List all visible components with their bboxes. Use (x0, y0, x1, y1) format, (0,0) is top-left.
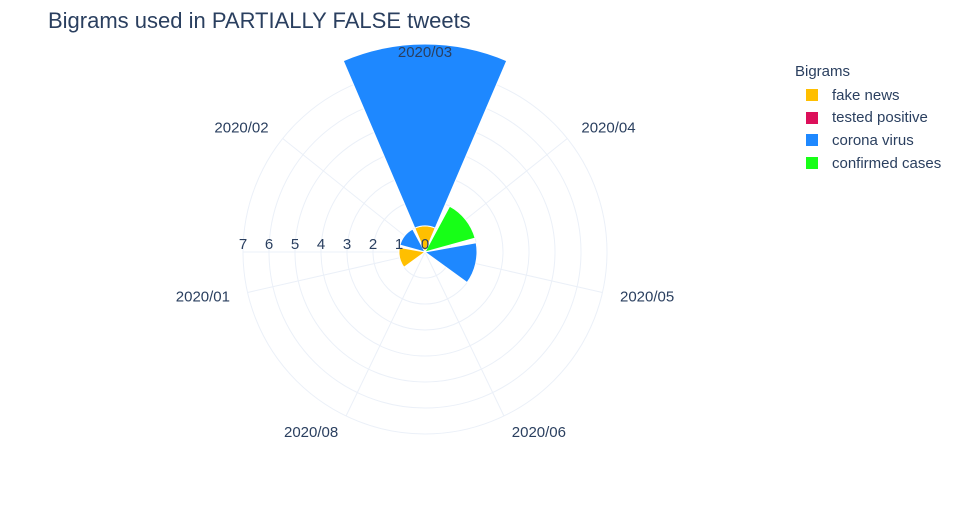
radial-tick-label: 4 (317, 236, 325, 253)
bar-confirmed-cases-2020-04 (424, 205, 476, 253)
legend: Bigrams fake news tested positive corona v… (795, 63, 941, 174)
angular-gridline (424, 251, 505, 417)
chart-title: Bigrams used in PARTIALLY FALSE tweets (48, 8, 471, 33)
legend-title: Bigrams (795, 63, 851, 80)
legend-item[interactable]: confirmed cases (795, 152, 941, 175)
bar-corona-virus-2020-03 (342, 43, 508, 229)
legend-item[interactable]: tested positive (795, 107, 941, 130)
legend-label: tested positive (832, 109, 928, 127)
legend-swatch (806, 111, 818, 124)
radial-tick-label: 0 (421, 236, 429, 253)
angular-tick-label: 2020/05 (620, 289, 674, 306)
legend-swatch (806, 134, 818, 147)
legend-label: fake news (832, 86, 900, 104)
radial-tick-label: 3 (343, 236, 351, 253)
angular-tick-label: 2020/03 (398, 44, 452, 61)
bar-corona-virus-2020-02 (399, 228, 426, 253)
legend-label: confirmed cases (832, 154, 942, 172)
radial-tick-label: 2 (369, 236, 377, 253)
bar-layer (342, 43, 508, 284)
radial-tick-label: 1 (395, 236, 403, 253)
bar-corona-virus-2020-05 (423, 242, 478, 284)
radial-tick-label: 6 (265, 236, 273, 253)
radial-tick-label: 5 (291, 236, 299, 253)
angular-tick-label: 2020/02 (214, 119, 268, 136)
angular-tick-label: 2020/06 (512, 424, 566, 441)
legend-swatch (806, 89, 818, 102)
legend-label: corona virus (832, 131, 914, 149)
angular-gridline (345, 251, 426, 417)
label-layer: 2020/03 2020/04 2020/05 2020/06 2020/08 2020/… (176, 44, 674, 441)
angular-tick-label: 2020/04 (581, 119, 635, 136)
legend-item[interactable]: fake news (795, 84, 941, 107)
angular-gridline (247, 251, 426, 293)
legend-item[interactable]: corona virus (795, 129, 941, 152)
angular-tick-label: 2020/08 (284, 424, 338, 441)
angular-tick-label: 2020/01 (176, 289, 230, 306)
legend-swatch (806, 157, 818, 170)
bar-fake-news-2020-01 (398, 246, 427, 268)
radial-tick-label: 7 (239, 236, 247, 253)
angular-gridline (282, 138, 426, 253)
